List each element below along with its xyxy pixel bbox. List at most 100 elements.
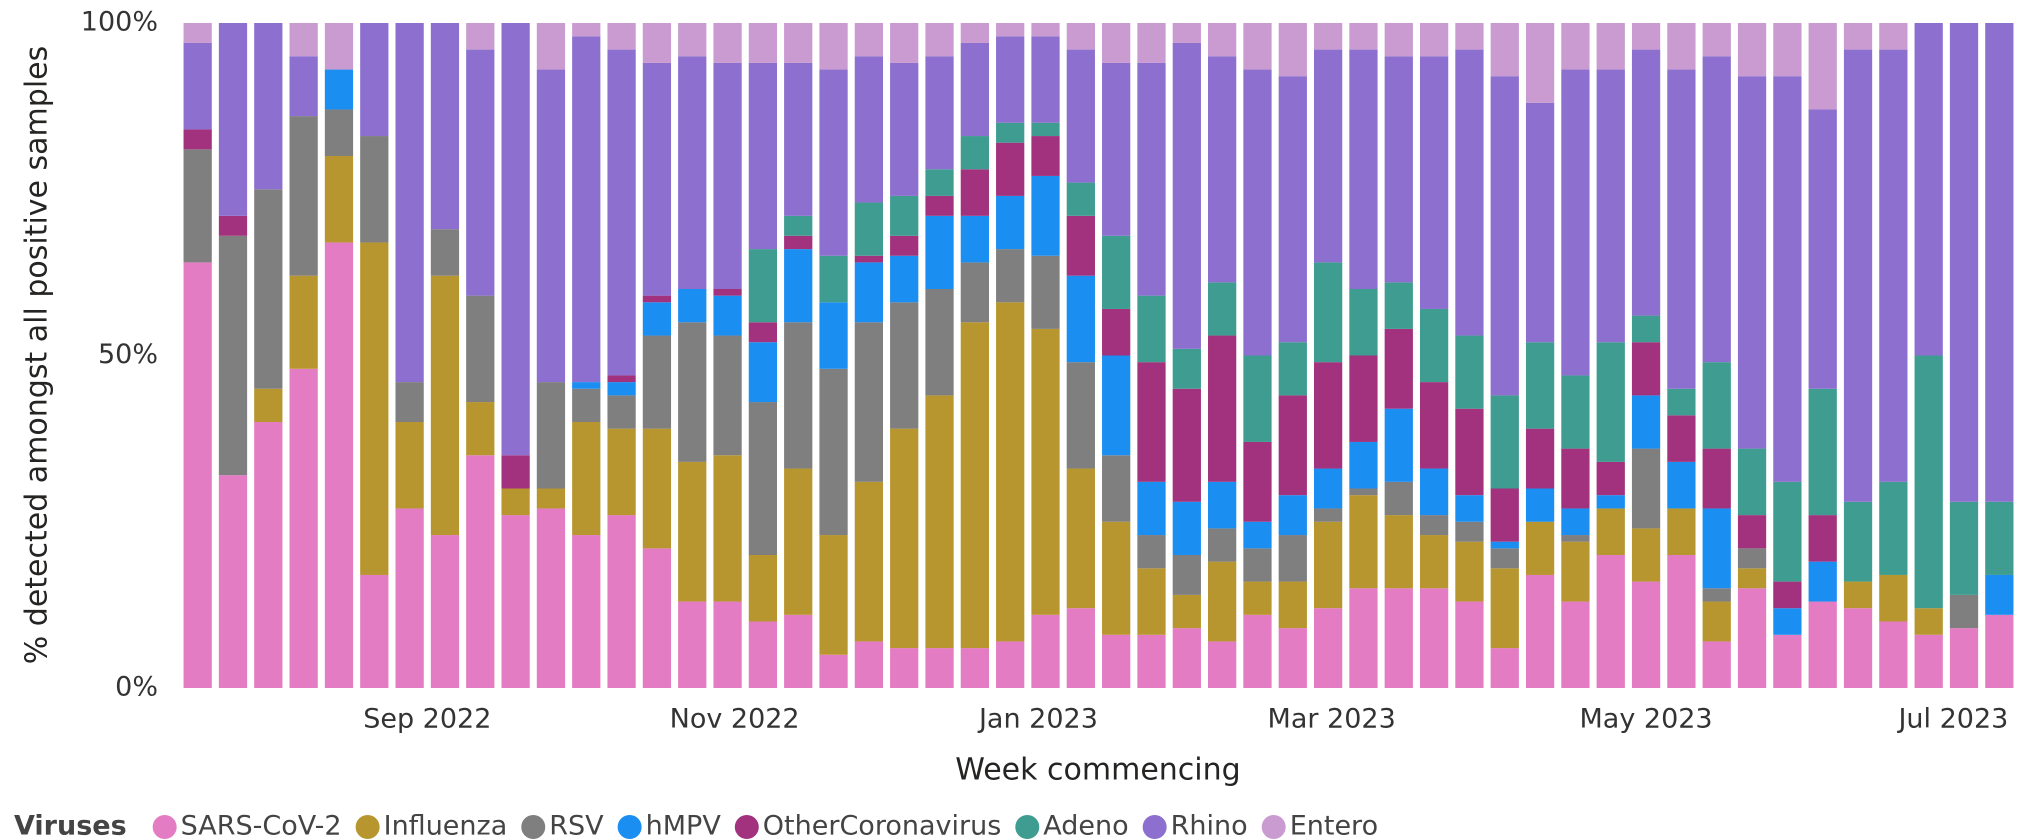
bar-segment — [1596, 495, 1625, 509]
bar-segment — [1985, 501, 2014, 575]
bar-segment — [819, 23, 848, 70]
bar-segment — [572, 535, 601, 688]
bar-segment — [678, 23, 707, 57]
bar-segment — [996, 641, 1025, 688]
bar-segment — [925, 56, 954, 170]
bar-segment — [1843, 23, 1873, 50]
bar-segment — [1631, 448, 1661, 529]
bar-segment — [784, 235, 813, 250]
bar-segment — [678, 56, 707, 289]
bar-segment — [1561, 69, 1590, 376]
bar-segment — [1667, 415, 1696, 462]
bar-segment — [1384, 328, 1413, 409]
legend-label: Rhino — [1171, 811, 1248, 840]
legend-marker — [734, 815, 759, 839]
bar-segment — [1949, 628, 1979, 688]
bar-segment — [819, 302, 848, 369]
bar-segment — [713, 335, 742, 456]
bar-segment — [1384, 23, 1413, 57]
bar-segment — [466, 402, 495, 456]
bar-segment — [324, 69, 354, 110]
bar-segment — [1349, 49, 1378, 289]
legend-label: Adeno — [1043, 811, 1128, 840]
bar-segment — [1949, 594, 1979, 629]
bar-segment — [890, 195, 919, 236]
bar-segment — [960, 648, 989, 688]
bar-segment — [1490, 548, 1519, 569]
bar-segment — [819, 368, 848, 536]
bar-segment — [960, 322, 989, 649]
bar-segment — [1773, 634, 1802, 688]
bar-segment — [1313, 468, 1343, 509]
bar-segment — [1313, 608, 1343, 688]
bar-segment — [607, 382, 636, 396]
bar-segment — [854, 641, 884, 688]
bar-segment — [1031, 614, 1060, 688]
y-tick-label: 50% — [98, 339, 158, 370]
bar-segment — [1066, 468, 1095, 609]
bar-segment — [395, 422, 424, 509]
bar-segment — [748, 249, 778, 323]
bar-segment — [1490, 395, 1519, 489]
bar-segment — [784, 468, 813, 615]
bar-segment — [1031, 23, 1060, 37]
bar-segment — [996, 142, 1025, 196]
bar-segment — [1455, 521, 1484, 542]
bar-segment — [1914, 355, 1943, 609]
bar-segment — [1561, 535, 1590, 542]
bar-segment — [289, 368, 318, 688]
bar-segment — [254, 23, 283, 190]
bar-segment — [1455, 495, 1484, 522]
legend-label: Influenza — [384, 811, 508, 840]
legend-marker — [1261, 815, 1286, 839]
bar-segment — [1137, 535, 1166, 569]
bar-segment — [466, 295, 495, 403]
bar-segment — [1525, 574, 1555, 688]
bar-segment — [1561, 508, 1590, 536]
bar-segment — [1066, 608, 1095, 688]
bar-segment — [360, 574, 389, 688]
bar-segment — [1349, 488, 1378, 496]
bar-segment — [1243, 23, 1272, 70]
bar-segment — [925, 169, 954, 196]
bar-segment — [1525, 342, 1555, 429]
bar-segment — [1773, 23, 1802, 77]
bar-segment — [1102, 308, 1131, 356]
bar-segment — [1879, 23, 1908, 50]
bar-segment — [1066, 182, 1095, 216]
bar-segment — [1455, 335, 1484, 409]
bar-segment — [748, 322, 778, 343]
bar-segment — [1137, 362, 1166, 482]
bar-segment — [1102, 634, 1131, 688]
bar-segment — [748, 62, 778, 250]
bar-segment — [1737, 448, 1767, 516]
bar-segment — [678, 289, 707, 323]
bar-segment — [1455, 49, 1484, 336]
bar-segment — [1631, 395, 1661, 449]
y-tick-label: 0% — [115, 672, 158, 703]
bar-segment — [784, 322, 813, 469]
bar-segment — [1985, 574, 2014, 615]
bar-segment — [1702, 23, 1731, 57]
bar-segment — [218, 235, 248, 476]
bar-segment — [1243, 441, 1272, 522]
x-tick-label: Nov 2022 — [670, 704, 800, 735]
bar-segment — [925, 648, 954, 688]
bar-segment — [1349, 441, 1378, 489]
bar-segment — [748, 23, 778, 63]
bar-segment — [360, 242, 389, 575]
legend-label: Entero — [1290, 811, 1378, 840]
bar-segment — [1843, 608, 1873, 688]
bar-segment — [1278, 76, 1307, 343]
bar-segment — [1455, 541, 1484, 602]
bar-segment — [1419, 535, 1449, 589]
bar-segment — [1102, 235, 1131, 309]
bar-segment — [1561, 23, 1590, 70]
bar-segment — [1208, 335, 1237, 482]
bar-segment — [1031, 255, 1060, 329]
bar-segment — [1172, 501, 1201, 555]
bar-segment — [784, 249, 813, 323]
bar-segment — [819, 69, 848, 256]
bar-segment — [854, 202, 884, 256]
